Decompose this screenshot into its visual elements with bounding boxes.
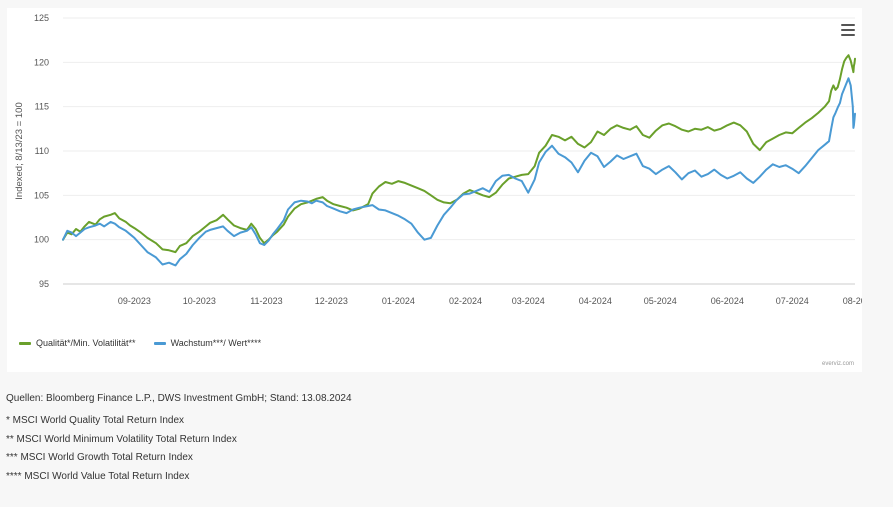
y-tick-label: 125 <box>34 13 49 23</box>
y-axis-label: Indexed; 8/13/23 = 100 <box>14 102 25 199</box>
hamburger-menu-icon[interactable] <box>841 24 855 36</box>
series-line-quality <box>62 54 856 254</box>
footnote: * MSCI World Quality Total Return Index <box>6 415 185 426</box>
x-tick-label: 06-2024 <box>711 296 744 306</box>
x-tick-label: 04-2024 <box>579 296 612 306</box>
x-tick-label: 01-2024 <box>382 296 415 306</box>
chart-legend: Qualität*/Min. Volatilität** Wachstum***… <box>19 338 261 348</box>
y-tick-label: 115 <box>35 102 49 112</box>
legend-swatch-growth <box>153 341 166 345</box>
line-chart: 95 100 105 110 115 120 125 Indexed; 8/13/23 = 1… <box>14 13 862 306</box>
x-tick-label: 08-2024 <box>843 296 862 306</box>
x-tick-label: 05-2024 <box>644 296 677 306</box>
x-tick-label: 02-2024 <box>449 296 482 306</box>
y-tick-label: 110 <box>35 146 49 156</box>
x-tick-label: 07-2024 <box>776 296 809 306</box>
source-note: Quellen: Bloomberg Finance L.P., DWS Inv… <box>6 393 352 404</box>
y-tick-label: 95 <box>39 279 49 289</box>
x-tick-label: 11-2023 <box>250 296 282 306</box>
footnote: *** MSCI World Growth Total Return Index <box>6 452 193 463</box>
y-tick-label: 105 <box>34 190 49 200</box>
x-tick-label: 12-2023 <box>315 296 348 306</box>
legend-swatch-quality <box>19 341 31 345</box>
x-tick-label: 03-2024 <box>512 296 545 306</box>
chart-card: 95 100 105 110 115 120 125 Indexed; 8/13/23 = 1… <box>7 8 862 372</box>
footer-notes: Quellen: Bloomberg Finance L.P., DWS Inv… <box>6 393 352 489</box>
series-line-growth <box>62 77 856 267</box>
x-tick-label: 09-2023 <box>118 296 151 306</box>
y-tick-label: 100 <box>34 235 49 245</box>
credit-link[interactable]: everviz.com <box>821 361 854 367</box>
legend-label-quality: Qualität*/Min. Volatilität** <box>36 338 136 348</box>
footnote: ** MSCI World Minimum Volatility Total R… <box>6 433 237 445</box>
x-tick-label: 10-2023 <box>183 296 216 306</box>
y-tick-label: 120 <box>34 57 49 67</box>
legend-item-growth[interactable]: Wachstum***/ Wert**** <box>153 338 262 348</box>
legend-item-quality[interactable]: Qualität*/Min. Volatilität** <box>19 338 136 348</box>
footnote: **** MSCI World Value Total Return Index <box>6 470 190 482</box>
legend-label-growth: Wachstum***/ Wert**** <box>170 338 262 348</box>
